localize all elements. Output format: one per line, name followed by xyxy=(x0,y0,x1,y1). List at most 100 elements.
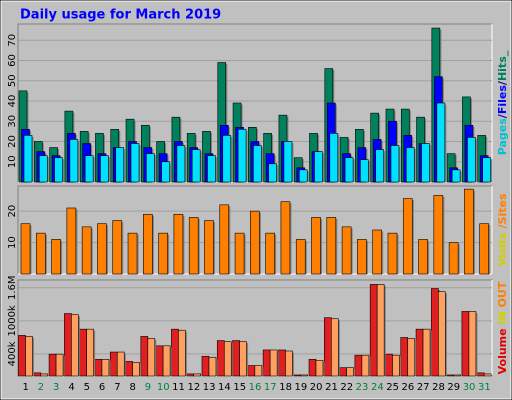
bar xyxy=(372,229,382,275)
bar xyxy=(300,374,309,377)
bar xyxy=(23,135,33,183)
bar xyxy=(436,102,446,183)
bar xyxy=(357,239,367,275)
y-tick-label: 20 xyxy=(7,205,18,218)
bar xyxy=(201,355,210,377)
bar xyxy=(38,155,48,183)
bar xyxy=(97,223,107,275)
bar xyxy=(158,232,168,275)
bar xyxy=(369,284,378,377)
legend-part: IN xyxy=(496,311,509,328)
bar xyxy=(147,338,156,377)
bar xyxy=(54,157,63,183)
bar xyxy=(280,201,291,275)
bar xyxy=(81,226,92,275)
bar xyxy=(438,291,446,377)
bar xyxy=(453,374,461,377)
bar xyxy=(173,213,184,275)
bar xyxy=(239,341,247,377)
x-tick-label: 4 xyxy=(68,382,74,393)
legend-part: Volume xyxy=(496,328,509,374)
x-tick-label: 10 xyxy=(157,382,170,393)
legend-part: Pages xyxy=(496,118,509,156)
bar xyxy=(191,149,201,183)
bar xyxy=(33,372,42,377)
bar xyxy=(94,359,103,377)
bar xyxy=(278,349,286,377)
bar xyxy=(361,354,370,377)
bar xyxy=(451,169,461,183)
bar xyxy=(204,220,214,275)
bar xyxy=(329,133,339,183)
bar xyxy=(143,213,153,275)
bar xyxy=(115,147,125,183)
bar xyxy=(186,373,194,377)
bar xyxy=(132,362,140,377)
x-tick-label: 7 xyxy=(114,382,120,393)
bar xyxy=(112,220,123,275)
legend-part: Files xyxy=(496,85,509,115)
bar xyxy=(285,350,293,377)
bar xyxy=(324,317,332,377)
bar xyxy=(125,361,133,377)
bar xyxy=(293,374,302,377)
legend-part: / xyxy=(496,80,509,85)
x-tick-label: 6 xyxy=(99,382,105,393)
x-tick-label: 11 xyxy=(172,382,185,393)
x-tick-label: 16 xyxy=(249,382,262,393)
x-tick-label: 5 xyxy=(84,382,90,393)
bar xyxy=(268,163,277,183)
bar xyxy=(339,367,347,377)
bar xyxy=(216,340,225,377)
y-tick-label: 60 xyxy=(7,54,18,67)
bar xyxy=(207,155,216,183)
bar xyxy=(269,349,278,377)
bar xyxy=(140,336,149,377)
bar xyxy=(295,239,306,275)
bar xyxy=(331,318,339,377)
bar xyxy=(66,207,77,275)
bar xyxy=(308,359,317,377)
bar xyxy=(101,359,110,377)
x-tick-label: 12 xyxy=(187,382,200,393)
bar xyxy=(109,351,118,377)
bar xyxy=(18,335,26,377)
x-tick-label: 22 xyxy=(340,382,353,393)
bar xyxy=(193,373,201,377)
legend-part: Sites xyxy=(496,193,509,224)
legend-part: OUT xyxy=(496,281,509,311)
bar xyxy=(402,198,413,275)
bar xyxy=(405,147,415,183)
bar xyxy=(116,351,125,377)
y-tick-label: 40 xyxy=(7,95,18,108)
x-tick-label: 2 xyxy=(38,382,44,393)
bar xyxy=(130,143,140,183)
bar xyxy=(247,365,256,377)
y-tick-label: 50 xyxy=(7,74,18,87)
bar xyxy=(326,217,337,275)
bar xyxy=(64,313,72,377)
bar xyxy=(100,155,109,183)
bar xyxy=(222,135,232,183)
x-tick-label: 21 xyxy=(325,382,338,393)
legend-part: / xyxy=(496,113,509,118)
x-tick-label: 28 xyxy=(432,382,445,393)
bar xyxy=(315,360,324,377)
bar xyxy=(176,145,186,183)
bar xyxy=(407,338,416,377)
bar xyxy=(314,151,323,183)
bar xyxy=(468,311,477,377)
x-tick-label: 8 xyxy=(129,382,135,393)
bar xyxy=(171,328,179,377)
bar xyxy=(483,373,492,377)
bar xyxy=(162,345,171,377)
legend: Volume IN OUT xyxy=(496,281,509,374)
x-tick-label: 23 xyxy=(356,382,369,393)
x-tick-label: 13 xyxy=(203,382,216,393)
bar xyxy=(422,328,431,377)
bar xyxy=(146,153,155,183)
bar xyxy=(51,239,61,275)
bar xyxy=(448,242,459,275)
chart-title: Daily usage for March 2019 xyxy=(20,8,221,23)
